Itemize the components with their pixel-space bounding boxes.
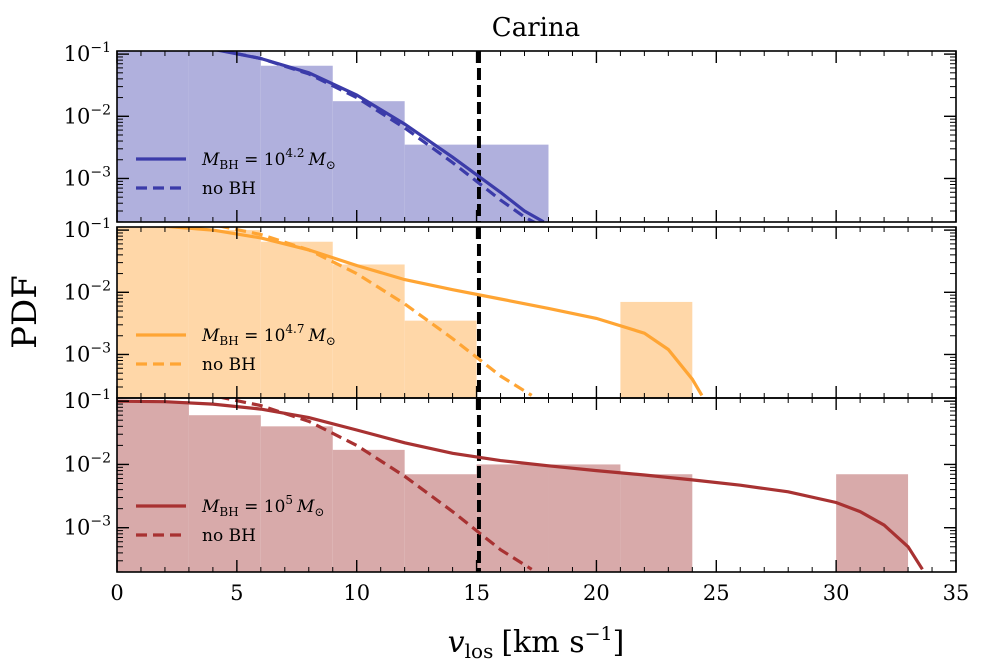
legend-msun: M [308, 150, 327, 170]
x-tick-label: 35 [943, 581, 970, 605]
x-axis-label-close: ] [613, 625, 625, 660]
legend-mbh-sub: BH [219, 505, 238, 519]
x-axis-label-sub: los [465, 639, 494, 663]
panel-2-nobh-line [216, 227, 533, 397]
y-tick-base: 10 [64, 218, 91, 242]
panel-3-hist-bar [620, 474, 693, 572]
legend-mbh-sub: BH [219, 334, 238, 348]
panel-1-hist-bar [404, 144, 477, 222]
panel-3-y-tick-label: 10−2 [64, 450, 111, 476]
panel-1-hist-bar [260, 65, 333, 222]
legend-msun-sub: ⊙ [326, 334, 336, 348]
panel-3-hist-bar [476, 464, 549, 572]
legend-mbh-eq: = 10 [239, 150, 286, 170]
legend-msun-sub: ⊙ [314, 505, 324, 519]
panel-2-y-tick-label: 10−2 [64, 278, 111, 304]
panel-3-y-tick-label: 10−1 [64, 387, 111, 413]
panel-3-legend-bh-label: MBH = 105 M⊙ [201, 493, 325, 519]
panel-3-nobh-line [216, 398, 533, 571]
x-tick-label: 20 [583, 581, 610, 605]
x-tick-label: 30 [823, 581, 850, 605]
y-tick-exponent: −3 [90, 164, 111, 180]
y-tick-exponent: −1 [90, 40, 111, 56]
panel-3-frame [116, 397, 957, 573]
y-tick-exponent: −2 [90, 450, 111, 466]
y-tick-exponent: −3 [90, 514, 111, 530]
legend-mbh-var: M [201, 326, 220, 346]
x-tick-label: 25 [703, 581, 730, 605]
legend-mbh-sub: BH [219, 158, 238, 172]
legend-msun: M [296, 497, 315, 517]
panel-2-hist-bar [188, 230, 261, 398]
panel-2-bh-line [125, 227, 704, 397]
y-axis-label: PDF [5, 275, 45, 349]
y-tick-base: 10 [64, 280, 91, 304]
panel-3-hist-bar [836, 474, 909, 572]
y-tick-base: 10 [64, 104, 91, 128]
x-axis-label: vlos [km s−1] [448, 623, 625, 663]
x-tick-label: 5 [230, 581, 243, 605]
legend-mbh-exp: 4.7 [285, 322, 304, 336]
y-tick-base: 10 [64, 342, 91, 366]
x-axis-label-exp: −1 [585, 623, 613, 645]
panel-1-plot [117, 51, 549, 222]
panel-2-y-tick-label: 10−1 [64, 216, 111, 242]
panel-2-hist-bar [260, 241, 333, 398]
legend-msun-sub: ⊙ [326, 158, 336, 172]
legend-mbh-exp: 5 [285, 493, 293, 507]
panel-2-legend-nobh-label: no BH [202, 355, 256, 375]
panel-1-y-tick-label: 10−1 [64, 40, 111, 66]
panel-1-bh-line [213, 51, 545, 222]
panel-1-frame [116, 50, 957, 223]
panel-2-y-tick-label: 10−3 [64, 340, 111, 366]
panel-3-y-tick-label: 10−3 [64, 514, 111, 540]
panel-1-hist-bar [117, 51, 189, 222]
y-tick-base: 10 [64, 42, 91, 66]
y-tick-exponent: −2 [90, 278, 111, 294]
panel-2-hist-bar [332, 264, 405, 398]
panel-2-hist-bar [404, 320, 477, 398]
panel-3-plot [117, 398, 924, 572]
x-tick-label: 0 [110, 581, 123, 605]
panel-3-hist-bar [117, 401, 189, 572]
panel-1-hist-bar [188, 51, 261, 222]
panel-2-legend-bh-label: MBH = 104.7 M⊙ [201, 322, 336, 348]
x-tick-label: 15 [463, 581, 490, 605]
legend-mbh-exp: 4.2 [285, 146, 304, 160]
legend-mbh-eq: = 10 [239, 326, 286, 346]
panel-1-y-tick-label: 10−2 [64, 102, 111, 128]
y-tick-base: 10 [64, 516, 91, 540]
y-tick-base: 10 [64, 389, 91, 413]
x-axis-label-var: v [448, 625, 465, 660]
panel-3-hist-bar [548, 464, 621, 572]
panel-3-legend-nobh-label: no BH [202, 526, 256, 546]
legend-msun: M [308, 326, 327, 346]
panel-1-nobh-line [216, 51, 538, 222]
x-tick-label: 10 [343, 581, 370, 605]
y-tick-exponent: −2 [90, 102, 111, 118]
x-axis-label-unit: [km s [501, 625, 584, 660]
panel-2-hist-bar [620, 301, 693, 398]
y-tick-base: 10 [64, 452, 91, 476]
panel-1-legend-bh-label: MBH = 104.2 M⊙ [201, 146, 336, 172]
panel-2-plot [117, 227, 704, 398]
panel-1-legend-nobh-label: no BH [202, 179, 256, 199]
panel-3-bh-line [117, 399, 924, 571]
legend-mbh-var: M [201, 497, 220, 517]
y-tick-exponent: −1 [90, 387, 111, 403]
y-tick-base: 10 [64, 166, 91, 190]
panel-1-y-tick-label: 10−3 [64, 164, 111, 190]
panel-3-hist-bar [188, 415, 261, 572]
panel-2-hist-bar [117, 227, 189, 398]
y-tick-exponent: −1 [90, 216, 111, 232]
y-tick-exponent: −3 [90, 340, 111, 356]
panel-3-hist-bar [260, 426, 333, 572]
legend-mbh-var: M [201, 150, 220, 170]
legend-mbh-eq: = 10 [239, 497, 286, 517]
chart-title: Carina [492, 13, 580, 43]
